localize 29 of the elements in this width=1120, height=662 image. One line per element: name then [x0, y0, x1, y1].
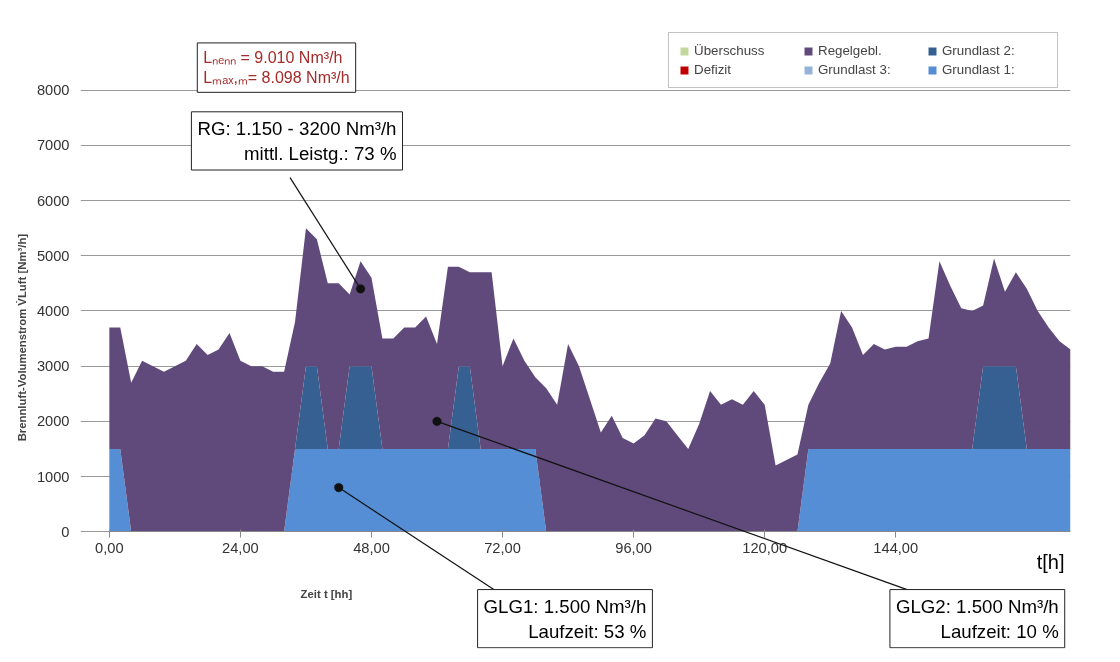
y-tick-label: 1000 [36, 468, 70, 485]
legend-label: Grundlast 1: [942, 62, 1016, 77]
x-tick-label: 72,00 [484, 539, 521, 556]
y-tick-label: 0 [61, 523, 70, 540]
legend-label: Grundlast 2: [942, 43, 1016, 58]
legend-label: Regelgebl. [818, 43, 883, 58]
y-tick-label: 8000 [36, 82, 70, 99]
annotation: GLG2: 1.500 Nm³/h Laufzeit: 10 % [895, 595, 1059, 642]
x-axis-title: Zeit t [hh] [300, 587, 353, 600]
legend-label: Grundlast 3: [818, 62, 892, 77]
y-tick-label: 4000 [36, 302, 70, 319]
text: Lₙₑₙₙ = 9.010 Nm³/h Lₘₐₓ,ₘ= 8.098 Nm³/h [203, 48, 350, 87]
x-tick-label: 96,00 [615, 539, 652, 556]
x-tick-label: 24,00 [222, 539, 259, 556]
x-tick-label: 144,00 [873, 539, 919, 556]
x-tick-label: 0,00 [95, 539, 124, 556]
y-tick-label: 3000 [36, 358, 70, 375]
legend-label: Defizit [694, 62, 733, 77]
y-tick-label: 7000 [36, 137, 70, 154]
y-axis-title: Brennluft-Volumenstrom V̇Luft [Nm³/h] [15, 233, 28, 442]
y-tick-label: 2000 [36, 413, 70, 430]
text: t[h] [1036, 551, 1065, 574]
y-tick-label: 6000 [36, 192, 70, 209]
y-tick-label: 5000 [36, 247, 70, 264]
annotation: GLG1: 1.500 Nm³/h Laufzeit: 53 % [483, 595, 647, 642]
x-tick-label: 120,00 [742, 539, 788, 556]
legend-label: Überschuss [694, 43, 766, 58]
x-tick-label: 48,00 [353, 539, 390, 556]
annotation: RG: 1.150 - 3200 Nm³/h mittl. Leistg.: 73 % [197, 117, 397, 165]
